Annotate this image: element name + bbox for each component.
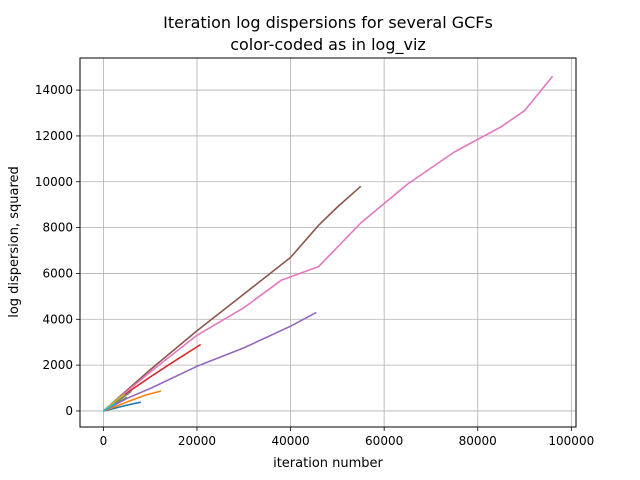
y-tick-label: 14000 [35, 83, 73, 97]
y-tick-label: 4000 [42, 312, 73, 326]
grid-lines [80, 58, 576, 427]
chart-title: Iteration log dispersions for several GC… [163, 13, 493, 32]
series-line-7 [102, 75, 554, 412]
x-axis: 0 20000 40000 60000 80000 100000 [100, 427, 594, 448]
x-tick-label: 20000 [178, 434, 216, 448]
y-axis: 0 2000 4000 6000 8000 10000 12000 14000 [35, 83, 80, 418]
y-tick-label: 0 [65, 404, 73, 418]
y-tick-label: 8000 [42, 221, 73, 235]
y-tick-label: 2000 [42, 358, 73, 372]
series-line-2 [103, 390, 162, 412]
x-tick-label: 80000 [459, 434, 497, 448]
axes-frame [79, 57, 577, 428]
series-line-5 [103, 311, 317, 412]
y-axis-label: log dispersion, squared [7, 166, 22, 318]
y-tick-label: 10000 [35, 175, 73, 189]
chart-subtitle: color-coded as in log_viz [230, 35, 426, 55]
y-tick-label: 6000 [42, 266, 73, 280]
y-tick-label: 12000 [35, 129, 73, 143]
series-lines [102, 75, 554, 412]
series-line-10 [102, 402, 116, 412]
series-line-6 [102, 185, 362, 412]
x-tick-label: 100000 [548, 434, 594, 448]
x-tick-label: 40000 [271, 434, 309, 448]
x-tick-label: 60000 [365, 434, 403, 448]
x-axis-label: iteration number [273, 456, 383, 471]
x-tick-label: 0 [100, 434, 108, 448]
